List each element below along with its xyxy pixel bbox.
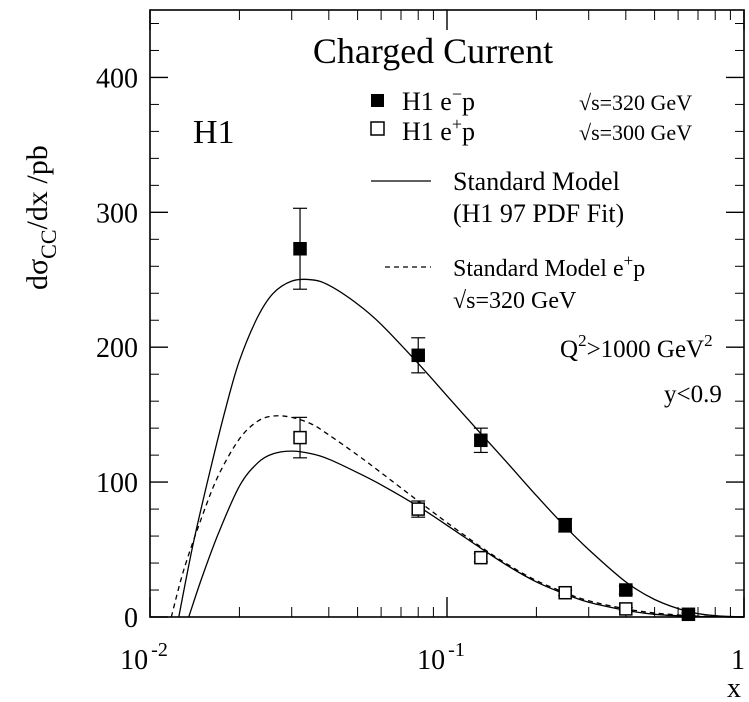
y-tick-label: 400 <box>96 63 138 94</box>
x-tick-label: 10 -2 <box>120 639 168 676</box>
curve-standard-model <box>178 278 745 618</box>
x-tick-label: 1 <box>731 645 745 676</box>
y-axis-label: dσCC/dx /pb <box>21 145 61 290</box>
axes: 0 100 200 300 400 10 -2 10 -1 1 <box>96 10 745 676</box>
data-point-e-minus-p <box>411 348 425 363</box>
x-axis-label: x <box>727 673 741 702</box>
data-points <box>293 207 696 622</box>
data-point-e-minus-p <box>474 433 488 448</box>
model-curves <box>170 278 745 618</box>
curve-standard-model <box>188 450 745 618</box>
data-point-e-plus-p <box>293 430 307 445</box>
legend-sm-eplus-line2: √s=320 GeV <box>453 288 577 314</box>
legend-marker-open-square <box>370 121 385 136</box>
data-point-e-plus-p <box>558 585 572 600</box>
legend-sm-eplus-line1: Standard Model e+p <box>453 251 645 282</box>
y-tick-label: 100 <box>96 468 138 499</box>
data-point-e-minus-p <box>293 242 307 256</box>
curve-sm-eplus-320 <box>170 415 745 618</box>
data-point-e-minus-p <box>681 607 696 622</box>
legend-label-e-minus: H1 e−p <box>402 84 475 116</box>
data-point-e-minus-p <box>619 583 633 597</box>
experiment-label: H1 <box>193 114 235 151</box>
legend-sm-line2: (H1 97 PDF Fit) <box>453 199 624 228</box>
data-point-e-plus-p <box>411 502 425 516</box>
y-tick-label: 0 <box>124 603 138 634</box>
data-point-e-plus-p <box>474 550 488 565</box>
legend-energy-e-minus: √s=320 GeV <box>579 90 692 115</box>
y-cut-annotation: y<0.9 <box>664 381 722 408</box>
y-tick-label: 300 <box>96 198 138 229</box>
x-tick-label: 10 -1 <box>417 639 465 676</box>
data-point-e-plus-p <box>619 602 633 616</box>
legend-label-e-plus: H1 e+p <box>402 114 475 146</box>
legend-sm-line1: Standard Model <box>453 167 620 196</box>
chart-title: Charged Current <box>313 31 553 71</box>
q2-cut-annotation: Q2>1000 GeV2 <box>560 331 713 363</box>
data-point-e-minus-p <box>558 518 572 533</box>
y-tick-label: 200 <box>96 333 138 364</box>
legend-energy-e-plus: √s=300 GeV <box>579 120 692 145</box>
legend-marker-filled-square <box>371 94 384 107</box>
legend: H1 e−p √s=320 GeV H1 e+p √s=300 GeV Stan… <box>370 84 692 314</box>
